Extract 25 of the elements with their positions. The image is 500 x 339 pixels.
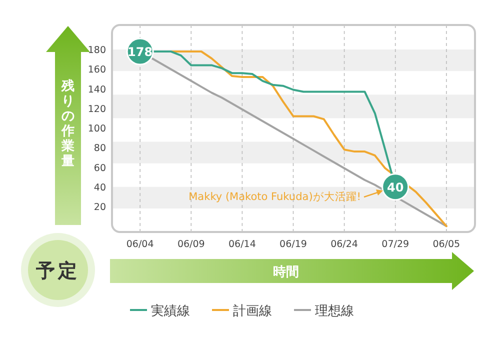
y-tick-label: 100 [88, 124, 106, 135]
data-label: 178 [128, 44, 153, 59]
x-tick-label: 06/14 [228, 239, 256, 250]
x-tick-label: 06/04 [126, 239, 154, 250]
y-tick-label: 40 [94, 182, 106, 194]
y-tick-label: 140 [88, 84, 106, 96]
x-tick-label: 06/09 [177, 239, 205, 250]
legend-label: 実績線 [151, 303, 190, 319]
text: 予定 [35, 260, 80, 282]
x-tick-label: 06/19 [280, 239, 307, 250]
y-axis-title: 残りの作業量 [60, 79, 74, 169]
y-tick-label: 60 [94, 162, 106, 174]
x-tick-label: 06/05 [432, 239, 460, 250]
y-tick-label: 180 [88, 45, 106, 56]
x-axis-title: 時間 [273, 265, 299, 280]
y-tick-label: 20 [94, 202, 106, 213]
annotation: Makky (Makoto Fukuda)が大活躍! [188, 190, 361, 203]
y-tick-label: 160 [88, 64, 106, 76]
x-tick-label: 06/24 [330, 239, 358, 250]
legend-label: 理想線 [315, 304, 354, 319]
y-tick-label: 120 [88, 104, 106, 115]
x-tick-label: 07/29 [382, 239, 410, 250]
legend-label: 計画線 [233, 304, 272, 319]
data-label: 40 [387, 180, 404, 194]
y-tick-label: 80 [94, 143, 106, 154]
